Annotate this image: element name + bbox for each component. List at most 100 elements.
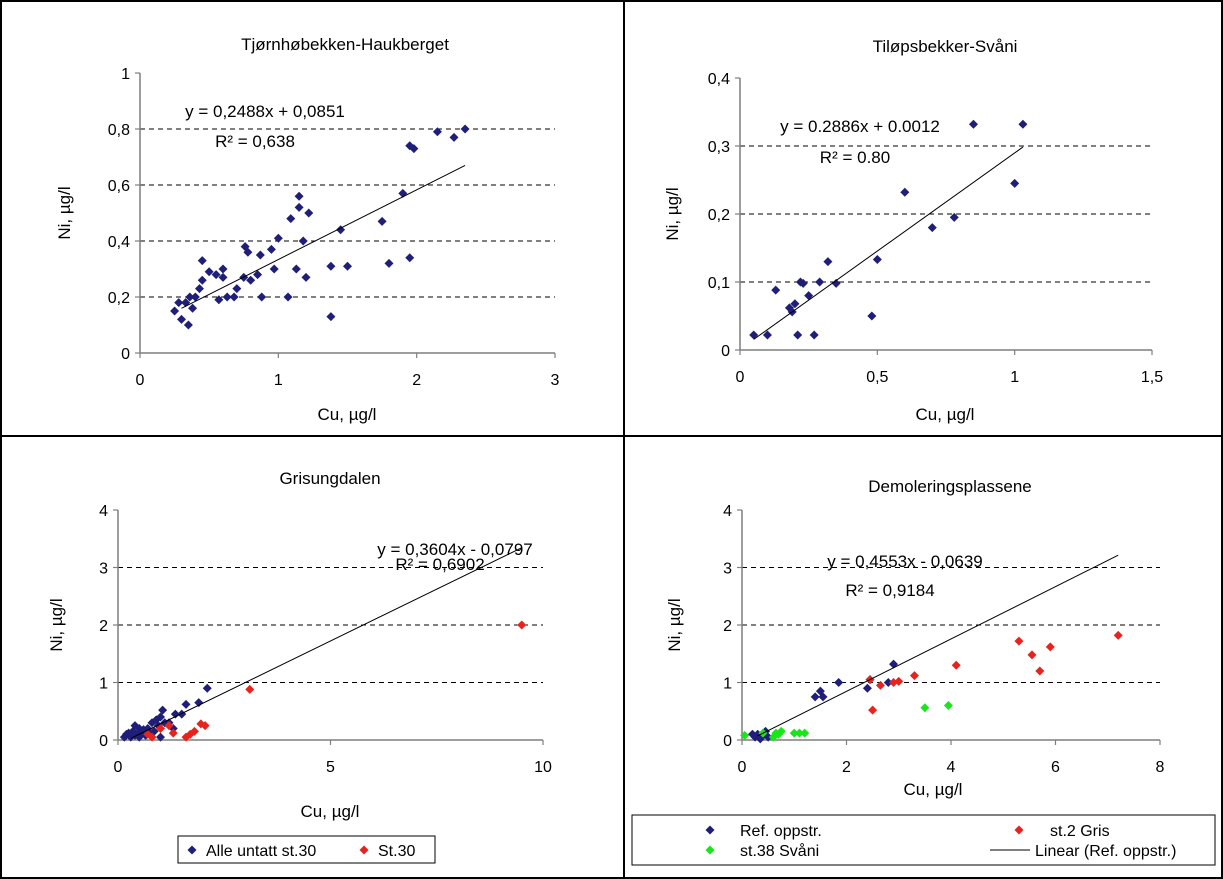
data-point [194, 698, 204, 708]
data-point [156, 724, 165, 733]
data-point [190, 726, 199, 736]
y-tick-label: 3 [723, 561, 732, 578]
data-point [294, 191, 304, 201]
r-squared-label: R² = 0,638 [215, 132, 295, 151]
data-point [294, 202, 304, 212]
y-tick-label: 0 [121, 346, 130, 363]
data-point [809, 330, 819, 340]
data-point [211, 270, 221, 280]
data-point [269, 264, 279, 274]
data-point [304, 208, 314, 218]
data-point [927, 223, 937, 233]
data-point [174, 298, 184, 308]
data-point [862, 683, 872, 693]
data-point [164, 721, 174, 731]
data-point [762, 330, 772, 340]
data-point [900, 187, 910, 197]
y-tick-label: 0,4 [708, 71, 730, 88]
data-point [867, 311, 877, 321]
data-point [1010, 178, 1020, 188]
x-tick-label: 2 [412, 372, 421, 389]
data-point [253, 270, 263, 280]
chart-title: Grisungdalen [279, 469, 380, 488]
y-axis-label: Ni, µg/l [55, 186, 74, 239]
x-tick-label: 5 [326, 759, 335, 776]
y-tick-label: 1 [121, 66, 130, 83]
data-point [800, 728, 810, 738]
legend-label: st.2 Gris [1050, 823, 1110, 840]
x-tick-label: 0 [736, 369, 745, 386]
data-point [218, 272, 228, 282]
x-tick-label: 1 [1010, 369, 1019, 386]
data-point [1113, 630, 1123, 640]
trendline-equation: y = 0,4553x - 0,0639 [827, 552, 982, 571]
data-point [740, 730, 750, 740]
x-tick-label: 1 [274, 372, 283, 389]
trendline [181, 165, 466, 309]
legend-box [631, 814, 1216, 866]
y-tick-label: 1 [723, 676, 732, 693]
legend-label: St.30 [378, 843, 415, 860]
data-point [894, 676, 904, 686]
data-point [920, 703, 930, 713]
x-tick-label: 3 [551, 372, 560, 389]
x-tick-label: 1,5 [1141, 369, 1163, 386]
data-point [158, 705, 168, 715]
data-point [432, 127, 442, 137]
data-point [243, 247, 253, 257]
data-point [170, 306, 180, 316]
data-point [246, 275, 256, 285]
data-point [771, 285, 781, 295]
data-point [177, 314, 186, 324]
y-tick-label: 0,8 [108, 122, 130, 139]
legend-marker [705, 825, 715, 835]
data-point [449, 132, 459, 142]
data-point [245, 684, 255, 694]
data-point [197, 256, 207, 266]
data-point [868, 705, 878, 715]
data-point [326, 312, 336, 322]
r-squared-label: R² = 0.80 [820, 148, 890, 167]
y-tick-label: 1 [99, 676, 108, 693]
data-point [147, 732, 157, 742]
data-point [200, 721, 210, 731]
x-tick-label: 6 [1051, 759, 1060, 776]
data-point [405, 253, 415, 263]
data-point [218, 264, 228, 274]
data-point [804, 291, 814, 301]
y-tick-label: 4 [99, 503, 108, 520]
data-point [326, 261, 336, 271]
data-point [763, 732, 773, 742]
data-point [1014, 636, 1024, 646]
data-point [951, 660, 961, 670]
data-point [194, 284, 204, 294]
data-point [798, 278, 808, 288]
trendline-equation: y = 0,2488x + 0,0851 [185, 102, 345, 121]
data-point [1035, 666, 1045, 676]
chart-panel-3: Grisungdalen 0 1 2 3 4 0 5 10 Cu, µg/l Ni, µg/l y =… [47, 469, 552, 864]
x-tick-label: 2 [842, 759, 851, 776]
data-point [460, 124, 470, 134]
data-point [188, 303, 198, 313]
data-point [266, 244, 276, 254]
legend-marker [187, 845, 197, 855]
data-point [255, 250, 265, 260]
data-point [776, 726, 786, 736]
y-tick-label: 0,3 [708, 139, 730, 156]
y-tick-label: 0,2 [108, 290, 130, 307]
data-point [273, 233, 283, 243]
data-point [968, 119, 978, 129]
r-squared-label: R² = 0,6902 [395, 555, 484, 574]
trendline-equation: y = 0.2886x + 0.0012 [780, 117, 940, 136]
data-point [197, 275, 207, 285]
data-point [301, 272, 311, 282]
data-point [949, 212, 959, 222]
legend-label: st.38 Svåni [740, 842, 819, 860]
data-point [810, 692, 820, 702]
y-axis-label: Ni, µg/l [47, 598, 66, 651]
chart-title: Tjørnhøbekken-Haukberget [241, 35, 449, 54]
legend-line-label: Linear (Ref. oppstr.) [1035, 843, 1176, 860]
data-point [409, 144, 419, 154]
